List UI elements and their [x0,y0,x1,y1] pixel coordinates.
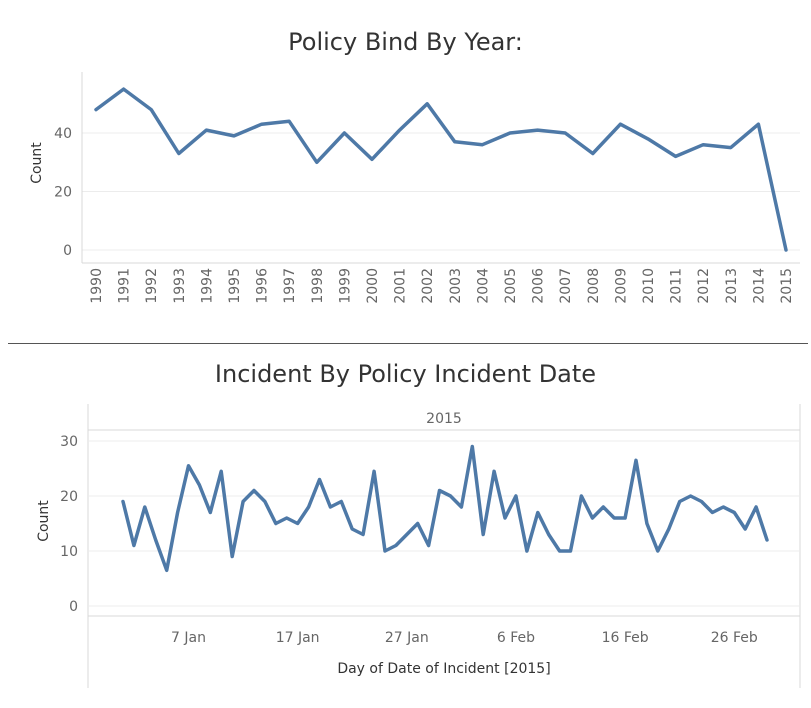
x-tick-label: 2007 [558,268,574,304]
y-tick-label: 20 [60,489,78,505]
x-tick-label: 2015 [779,268,795,304]
x-tick-label: 2010 [641,268,657,304]
x-tick-label: 1991 [117,268,133,304]
x-tick-label: 1992 [144,268,160,304]
x-tick-label: 6 Feb [497,630,535,646]
x-tick-label: 2006 [531,268,547,304]
y-tick-label: 0 [69,599,78,615]
y-tick-label: 0 [63,243,72,259]
series-line [94,87,788,252]
x-tick-label: 27 Jan [385,630,429,646]
x-tick-label: 2011 [669,268,685,304]
x-tick-label: 1994 [199,268,215,304]
x-tick-label: 1998 [310,268,326,304]
x-tick-label: 2012 [696,268,712,304]
x-tick-label: 26 Feb [711,630,758,646]
y-axis-title: Count [36,500,52,542]
x-tick-label: 1990 [89,268,105,304]
x-tick-label: 1997 [282,268,298,304]
series-line [121,444,769,573]
x-tick-label: 2013 [724,268,740,304]
x-tick-label: 1999 [337,268,353,304]
chart1-title: Policy Bind By Year: [288,28,523,56]
x-tick-label: 16 Feb [602,630,649,646]
y-tick-label: 30 [60,434,78,450]
x-tick-label: 2003 [448,268,464,304]
panel-header-label: 2015 [426,411,462,427]
x-tick-label: 2005 [503,268,519,304]
x-tick-label: 1996 [255,268,271,304]
policy-bind-chart: 0 20 40 Count 1990 1991 1992 1993 1994 1995 1996 19… [29,72,800,304]
y-tick-label: 10 [60,544,78,560]
x-tick-label: 2001 [393,268,409,304]
x-tick-label: 1995 [227,268,243,304]
x-tick-label: 2002 [420,268,436,304]
y-tick-label: 20 [54,185,72,201]
chart2-title: Incident By Policy Incident Date [214,360,597,388]
x-tick-label: 2000 [365,268,381,304]
x-tick-label: 1993 [172,268,188,304]
x-tick-label: 2004 [475,268,491,304]
x-tick-label: 2014 [751,268,767,304]
x-tick-label: 2009 [613,268,629,304]
y-axis-title: Count [29,142,45,184]
x-tick-label: 17 Jan [276,630,320,646]
x-tick-label: 2008 [586,268,602,304]
x-axis-title: Day of Date of Incident [2015] [337,661,550,677]
y-tick-label: 40 [54,126,72,142]
x-tick-label: 7 Jan [171,630,206,646]
section-divider [8,343,808,344]
